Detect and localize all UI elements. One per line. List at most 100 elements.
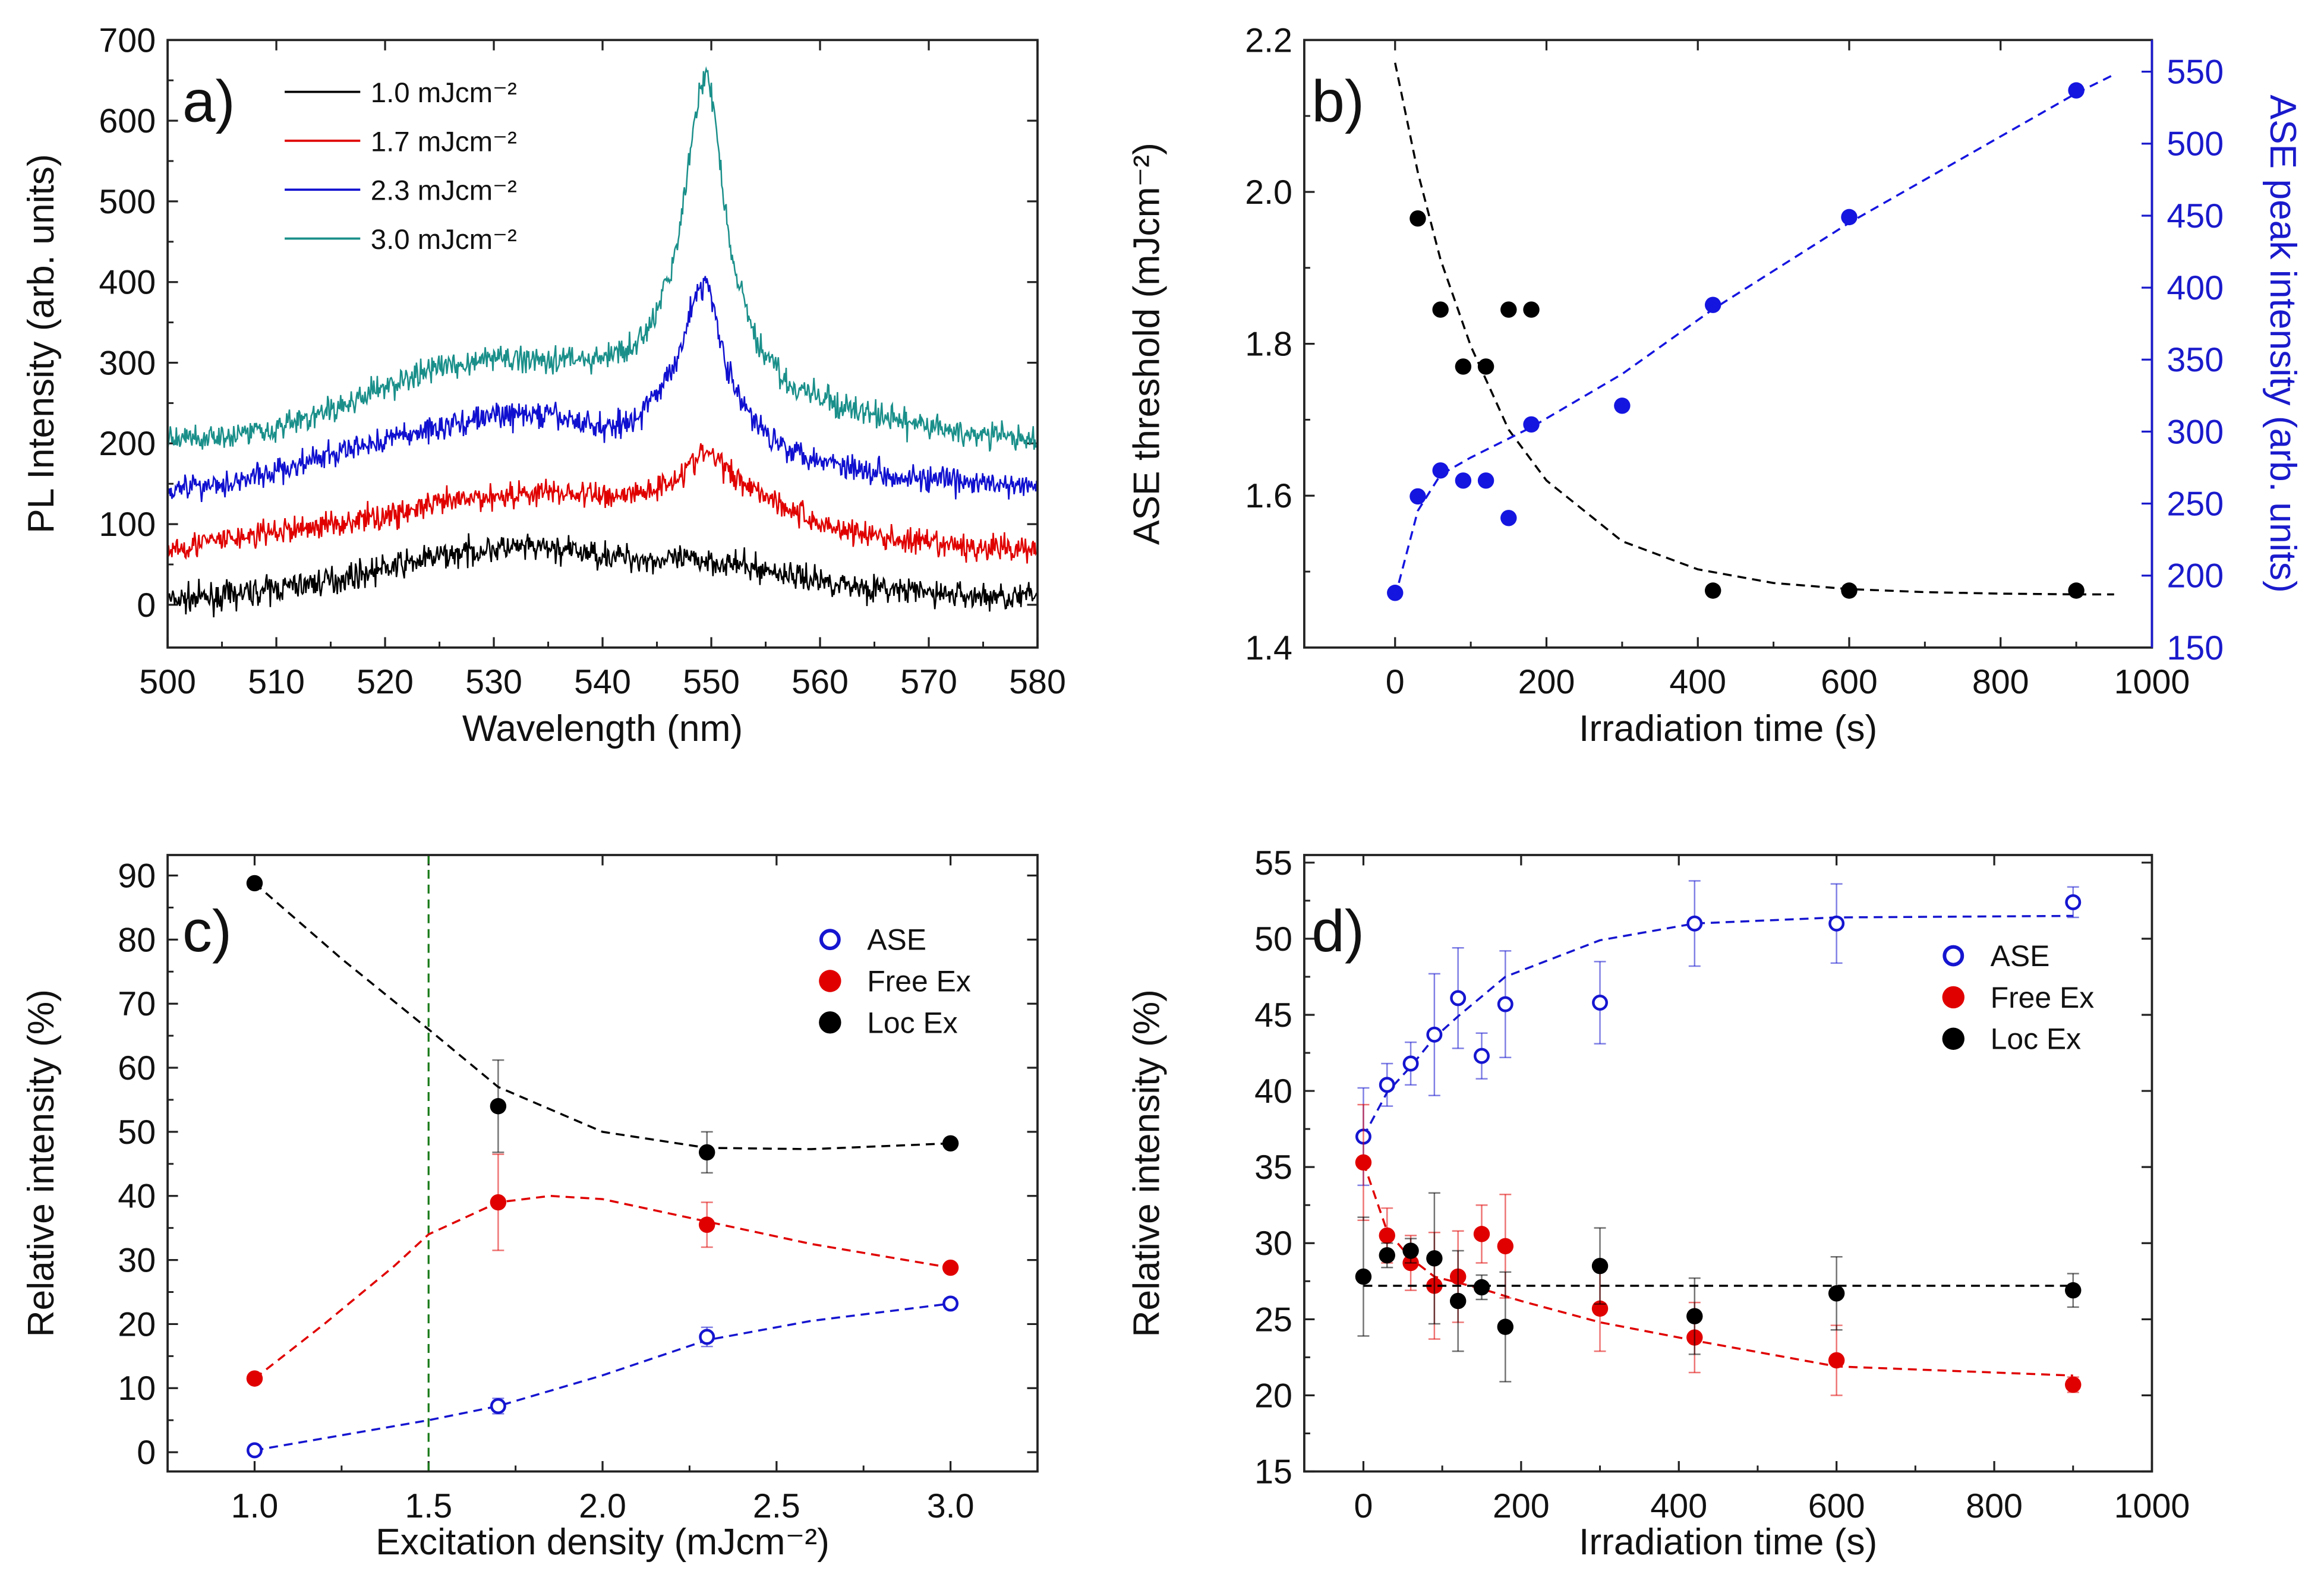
y-tick-label: 90 [118, 857, 156, 895]
x-tick-label: 800 [1966, 1487, 2023, 1525]
y-tick-label: 30 [118, 1242, 156, 1280]
legend-label: Loc Ex [867, 1006, 957, 1039]
data-point [1841, 582, 1858, 599]
data-point [1449, 1292, 1467, 1310]
data-point [1473, 1226, 1490, 1242]
data-point [490, 1398, 506, 1414]
series-2 [246, 875, 959, 1174]
y-axis-label: ASE threshold (mJcm⁻²) [1127, 143, 1168, 545]
legend-label: Free Ex [1991, 981, 2095, 1014]
data-point [1379, 1247, 1395, 1264]
y-right-tick-label: 400 [2167, 269, 2224, 307]
y-right-tick-label: 550 [2167, 53, 2224, 92]
legend-label: ASE [867, 923, 926, 957]
plot-frame [1303, 39, 2153, 649]
x-tick-label: 1.0 [231, 1487, 279, 1525]
series-1 [246, 1153, 959, 1387]
fit-line [1394, 73, 2115, 598]
spectrum-line [166, 443, 1038, 564]
x-axis-label: Excitation density (mJcm⁻²) [376, 1522, 830, 1563]
data-point [1704, 296, 1721, 313]
series-0 [246, 1295, 959, 1459]
y-axis-label: Relative intensity (%) [1127, 989, 1168, 1337]
y-tick-label: 600 [99, 102, 156, 140]
y-tick-label: 80 [118, 921, 156, 959]
legend-label: 2.3 mJcm⁻² [371, 175, 517, 207]
data-point [246, 1370, 263, 1387]
fit-line [1362, 914, 2073, 1137]
y-tick-label: 55 [1254, 844, 1292, 882]
series-2 [1355, 1192, 2082, 1383]
legend: 1.0 mJcm⁻² 1.7 mJcm⁻² 2.3 mJcm⁻² 3.0 mJcm⁻² [285, 77, 517, 255]
y-tick-label: 200 [99, 425, 156, 463]
legend-label: 1.7 mJcm⁻² [371, 126, 517, 157]
fit-line [254, 1302, 951, 1452]
data-point [942, 1259, 959, 1276]
y-tick-label: 45 [1254, 996, 1292, 1034]
data-point [1686, 915, 1703, 932]
x-axis-label: Irradiation time (s) [1579, 708, 1877, 749]
data-point [246, 875, 263, 892]
x-tick-label: 560 [792, 663, 849, 701]
data-point [2068, 82, 2085, 99]
series-1 [166, 443, 1038, 564]
data-point [1426, 1026, 1443, 1043]
y-tick-label: 400 [99, 264, 156, 302]
data-point [1500, 301, 1517, 318]
data-point [1828, 1352, 1845, 1369]
y-tick-label: 35 [1254, 1149, 1292, 1187]
x-tick-label: 0 [1354, 1487, 1373, 1525]
x-tick-label: 200 [1518, 663, 1575, 701]
legend-marker [819, 970, 841, 992]
x-tick-label: 1.5 [405, 1487, 452, 1525]
data-point [2065, 1376, 2082, 1393]
series-3 [166, 66, 1038, 452]
x-tick-label: 520 [357, 663, 414, 701]
panel-d: 0 200 400 600 800 1000 15 20 25 30 35 40 45 50 55 d) Irr… [1127, 844, 2190, 1563]
data-point [1379, 1077, 1395, 1093]
y-tick-label: 0 [137, 586, 156, 624]
x-axis-label: Irradiation time (s) [1579, 1522, 1877, 1563]
data-point [1426, 1250, 1443, 1267]
y-tick-label: 100 [99, 506, 156, 544]
legend-label: Free Ex [867, 964, 971, 998]
y-tick-label: 1.4 [1245, 629, 1292, 667]
fit-line [254, 882, 951, 1150]
y-right-tick-label: 200 [2167, 557, 2224, 595]
y-tick-label: 30 [1254, 1225, 1292, 1263]
data-point [1473, 1279, 1490, 1296]
panel-label: b) [1311, 69, 1364, 135]
y-tick-label: 1.6 [1245, 477, 1292, 515]
y-axis-label: PL Intensity (arb. units) [21, 154, 62, 534]
x-tick-label: 600 [1808, 1487, 1865, 1525]
data-point [1841, 209, 1858, 226]
y-tick-label: 2.0 [1245, 173, 1292, 212]
x-tick-label: 400 [1669, 663, 1726, 701]
x-axis-label: Wavelength (nm) [462, 708, 743, 749]
data-point [2068, 582, 2085, 599]
data-point [1592, 995, 1609, 1011]
x-tick-label: 2.0 [579, 1487, 626, 1525]
x-tick-label: 800 [1972, 663, 2029, 701]
y-tick-label: 50 [1254, 920, 1292, 958]
data-point [1402, 1242, 1419, 1259]
data-point [246, 1442, 263, 1459]
y-tick-label: 1.8 [1245, 326, 1292, 364]
x-tick-label: 530 [465, 663, 522, 701]
y-tick-label: 20 [1254, 1377, 1292, 1415]
y-tick-label: 15 [1254, 1453, 1292, 1491]
data-point [1432, 462, 1449, 479]
x-tick-label: 510 [248, 663, 305, 701]
panel-label: a) [182, 69, 235, 135]
data-point [1497, 1238, 1514, 1255]
legend-label: ASE [1991, 939, 2050, 973]
x-tick-label: 2.5 [753, 1487, 800, 1525]
y-tick-label: 60 [118, 1049, 156, 1087]
x-tick-label: 200 [1493, 1487, 1550, 1525]
legend-label: Loc Ex [1991, 1023, 2081, 1056]
data-point [1455, 472, 1472, 489]
y-right-tick-label: 350 [2167, 341, 2224, 379]
y-tick-label: 700 [99, 21, 156, 59]
y-tick-label: 500 [99, 183, 156, 221]
data-point [942, 1135, 959, 1152]
